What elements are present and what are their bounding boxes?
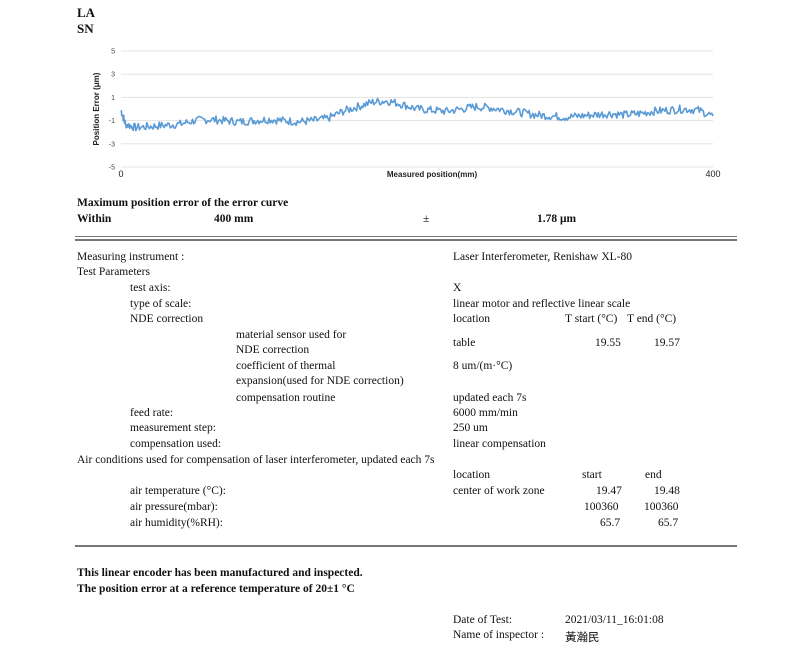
air-temp-location: center of work zone	[453, 485, 545, 497]
header-line-1: LA	[77, 5, 96, 20]
y-tick-label: -3	[109, 141, 115, 148]
y-tick-label: 3	[111, 72, 115, 79]
comp-used-value: linear compensation	[453, 438, 546, 450]
air-humidity-end: 65.7	[658, 517, 679, 529]
comp-routine-label: compensation routine	[236, 392, 336, 404]
y-tick-label: 5	[111, 49, 115, 56]
instrument-label: Measuring instrument :	[77, 251, 185, 263]
step-value: 250 um	[453, 422, 488, 434]
divider-bottom	[75, 545, 737, 547]
x-tick-label: 400	[705, 169, 720, 179]
nde-label: NDE correction	[130, 313, 204, 325]
date-value: 2021/03/11_16:01:08	[565, 614, 664, 626]
y-tick-label: -1	[109, 118, 115, 125]
step-label: measurement step:	[130, 422, 216, 434]
air-start-head: start	[582, 469, 602, 481]
summary-title: Maximum position error of the error curv…	[77, 197, 289, 209]
coef-value: 8 um/(m·°C)	[453, 360, 513, 372]
coef-label-2: expansion(used for NDE correction)	[236, 375, 404, 387]
inspector-value: 黃瀚民	[565, 632, 600, 644]
inspector-label: Name of inspector :	[453, 629, 545, 641]
divider-top-1	[75, 236, 737, 237]
material-location: table	[453, 337, 476, 349]
air-pressure-end: 100360	[644, 501, 679, 513]
material-end: 19.57	[654, 337, 680, 349]
nde-end-head: T end (°C)	[627, 313, 677, 325]
header-line-2: SN	[77, 21, 94, 36]
air-humidity-label: air humidity(%RH):	[130, 517, 223, 529]
date-label: Date of Test:	[453, 614, 513, 626]
statement-line-2: The position error at a reference temper…	[77, 583, 355, 595]
air-end-head: end	[645, 469, 662, 481]
divider-top-2	[75, 239, 737, 241]
summary-error: 1.78 μm	[537, 213, 577, 225]
x-axis-label: Measured position(mm)	[387, 170, 478, 179]
air-temp-end: 19.48	[654, 485, 680, 497]
error-curve-line	[120, 97, 714, 132]
feed-value: 6000 mm/min	[453, 407, 518, 419]
air-temp-label: air temperature (°C):	[130, 485, 226, 497]
air-title: Air conditions used for compensation of …	[77, 454, 435, 466]
test-parameters-label: Test Parameters	[77, 266, 150, 278]
x-tick-label: 0	[118, 169, 123, 179]
material-label-1: material sensor used for	[236, 329, 347, 341]
test-axis-label: test axis:	[130, 282, 171, 294]
material-start: 19.55	[595, 337, 621, 349]
summary-plus-minus: ±	[423, 213, 430, 225]
instrument-value: Laser Interferometer, Renishaw XL-80	[453, 251, 632, 263]
statement-line-1: This linear encoder has been manufacture…	[77, 567, 363, 579]
air-humidity-start: 65.7	[600, 517, 621, 529]
comp-used-label: compensation used:	[130, 438, 222, 450]
y-axis-label: Position Error (μm)	[92, 72, 101, 145]
scale-value: linear motor and reflective linear scale	[453, 298, 631, 310]
air-pressure-start: 100360	[584, 501, 619, 513]
position-error-chart: 5 3 1 -1 -3 -50 400 Measured position(mm) Positi…	[92, 49, 721, 180]
test-axis-value: X	[453, 282, 462, 294]
scale-label: type of scale:	[130, 298, 192, 310]
comp-routine-value: updated each 7s	[453, 392, 527, 404]
material-label-2: NDE correction	[236, 344, 310, 356]
air-temp-start: 19.47	[596, 485, 622, 497]
y-tick-label: 1	[111, 95, 115, 102]
summary-range: 400 mm	[214, 213, 254, 225]
feed-label: feed rate:	[130, 407, 174, 419]
air-pressure-label: air pressure(mbar):	[130, 501, 218, 513]
y-tick-label: -5	[109, 165, 115, 172]
air-location-head: location	[453, 469, 491, 481]
nde-location-head: location	[453, 313, 491, 325]
coef-label-1: coefficient of thermal	[236, 360, 336, 372]
summary-within-label: Within	[77, 213, 112, 225]
nde-start-head: T start (°C)	[565, 313, 618, 325]
